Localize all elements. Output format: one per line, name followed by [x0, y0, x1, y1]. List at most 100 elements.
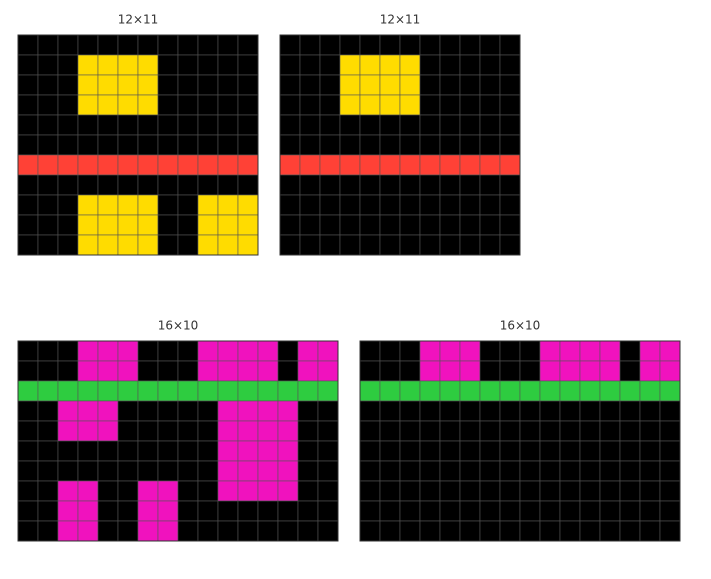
grid-cell	[57, 340, 79, 362]
grid-cell	[257, 440, 279, 462]
grid-cell	[439, 400, 461, 422]
grid-cell	[137, 380, 159, 402]
grid-cell	[37, 234, 59, 256]
grid-cell	[439, 74, 461, 96]
grid-cell	[499, 500, 521, 522]
grid-cell	[479, 420, 501, 442]
grid-cell	[299, 94, 321, 116]
grid-cell	[419, 74, 441, 96]
grid-cell	[117, 94, 139, 116]
grid-cell	[297, 500, 319, 522]
grid-cell	[479, 400, 501, 422]
grid-cell	[57, 440, 79, 462]
grid-cell	[419, 194, 441, 216]
grid-cell	[619, 380, 641, 402]
grid-cell	[319, 174, 341, 196]
grid-cell	[419, 154, 441, 176]
grid-cell	[37, 340, 59, 362]
grid-cell	[399, 174, 421, 196]
grid-cell	[197, 34, 219, 56]
grid-cell	[97, 520, 119, 542]
grid-cell	[197, 500, 219, 522]
grid-cell	[77, 440, 99, 462]
grid-cell	[17, 340, 39, 362]
grid-cell	[117, 360, 139, 382]
grid-cell	[619, 480, 641, 502]
grid-cell	[177, 54, 199, 76]
grid-cell	[379, 520, 401, 542]
grid-cell	[459, 380, 481, 402]
grid-cell	[277, 520, 299, 542]
grid-cell	[137, 54, 159, 76]
grid-cell	[237, 380, 259, 402]
grid-cell	[359, 500, 381, 522]
grid-cell	[37, 214, 59, 236]
grid-cell	[177, 94, 199, 116]
grid-cell	[299, 154, 321, 176]
grid-cell	[117, 174, 139, 196]
grid-cell	[419, 34, 441, 56]
grid-cell	[137, 400, 159, 422]
grid-cell	[499, 460, 521, 482]
grid-cell	[419, 380, 441, 402]
grid-cell	[379, 360, 401, 382]
grid-cell	[339, 194, 361, 216]
grid-cell	[37, 360, 59, 382]
grid-cell	[619, 520, 641, 542]
grid-cell	[37, 520, 59, 542]
grid-cell	[17, 420, 39, 442]
grid-cell	[659, 380, 681, 402]
grid-cell	[237, 34, 259, 56]
grid-cell	[177, 234, 199, 256]
grid-cell	[379, 420, 401, 442]
grid-cell	[197, 74, 219, 96]
grid-cell	[237, 114, 259, 136]
grid-cell	[639, 340, 661, 362]
grid-cell	[539, 340, 561, 362]
grid-cell	[399, 214, 421, 236]
grid-cell	[17, 500, 39, 522]
grid-cell	[519, 380, 541, 402]
grid-cell	[639, 480, 661, 502]
grid-cell	[97, 114, 119, 136]
grid-cell	[519, 480, 541, 502]
grid-cell	[277, 360, 299, 382]
grid-cell	[57, 420, 79, 442]
grid-cell	[17, 360, 39, 382]
grid-cell	[217, 174, 239, 196]
grid-cell	[117, 234, 139, 256]
grid-cell	[499, 440, 521, 462]
grid-cell	[499, 214, 521, 236]
grid-cell	[359, 174, 381, 196]
grid-cell	[317, 400, 339, 422]
grid-cell	[197, 154, 219, 176]
grid-cell	[277, 460, 299, 482]
grid-cell	[459, 480, 481, 502]
grid-cell	[339, 34, 361, 56]
grid-cell	[339, 74, 361, 96]
grid-cell	[17, 520, 39, 542]
grid-cell	[439, 440, 461, 462]
grid-cell	[299, 114, 321, 136]
grid-cell	[117, 420, 139, 442]
grid-cell	[97, 420, 119, 442]
grid-cell	[97, 234, 119, 256]
grid-cell	[117, 214, 139, 236]
grid-cell	[359, 134, 381, 156]
grid-cell	[439, 54, 461, 76]
grid-cell	[117, 340, 139, 362]
grid-cell	[37, 460, 59, 482]
grid-cell	[177, 420, 199, 442]
grid-border	[279, 34, 521, 256]
grid-cell	[297, 340, 319, 362]
grid-cell	[97, 500, 119, 522]
grid-cell	[217, 94, 239, 116]
grid-border	[17, 340, 339, 542]
grid-cell	[177, 380, 199, 402]
grid-cell	[137, 500, 159, 522]
grid-cell	[599, 380, 621, 402]
grid-cell	[217, 54, 239, 76]
grid-cell	[297, 400, 319, 422]
grid-cell	[297, 420, 319, 442]
grid-cell	[419, 134, 441, 156]
